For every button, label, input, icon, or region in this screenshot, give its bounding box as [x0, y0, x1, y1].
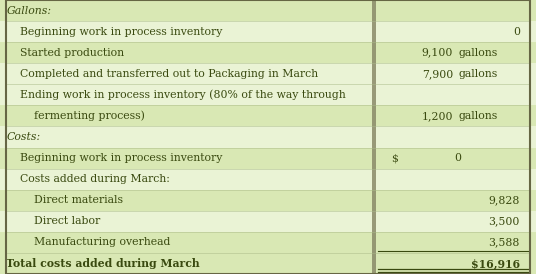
- Text: 9,828: 9,828: [488, 195, 520, 205]
- Bar: [0, 84, 536, 105]
- Bar: [0, 127, 536, 147]
- Text: 3,500: 3,500: [488, 216, 520, 226]
- Text: 0: 0: [513, 27, 520, 37]
- Text: 0: 0: [454, 153, 461, 163]
- Text: Gallons:: Gallons:: [6, 5, 51, 16]
- Text: Direct labor: Direct labor: [6, 216, 101, 226]
- Bar: [0, 169, 536, 190]
- Bar: [0, 232, 536, 253]
- Text: 3,588: 3,588: [488, 237, 520, 247]
- Text: Direct materials: Direct materials: [6, 195, 123, 205]
- Text: 1,200: 1,200: [421, 111, 453, 121]
- Text: Costs added during March:: Costs added during March:: [6, 174, 170, 184]
- Text: gallons: gallons: [458, 111, 497, 121]
- Text: gallons: gallons: [458, 48, 497, 58]
- Bar: [0, 190, 536, 211]
- Text: Costs:: Costs:: [6, 132, 41, 142]
- Bar: [0, 147, 536, 169]
- Bar: [0, 253, 536, 274]
- Text: Ending work in process inventory (80% of the way through: Ending work in process inventory (80% of…: [6, 90, 346, 100]
- Bar: [0, 42, 536, 63]
- Bar: [0, 0, 536, 21]
- Bar: [0, 211, 536, 232]
- Text: Manufacturing overhead: Manufacturing overhead: [6, 237, 171, 247]
- Bar: [0, 21, 536, 42]
- Bar: [0, 105, 536, 127]
- Text: $16,916: $16,916: [471, 258, 520, 269]
- Text: Beginning work in process inventory: Beginning work in process inventory: [6, 27, 223, 37]
- Text: gallons: gallons: [458, 69, 497, 79]
- Text: fermenting process): fermenting process): [6, 111, 145, 121]
- Text: Completed and transferred out to Packaging in March: Completed and transferred out to Packagi…: [6, 69, 318, 79]
- Text: $: $: [391, 153, 398, 163]
- Text: 9,100: 9,100: [421, 48, 453, 58]
- Text: Started production: Started production: [6, 48, 124, 58]
- Text: Beginning work in process inventory: Beginning work in process inventory: [6, 153, 223, 163]
- Text: 7,900: 7,900: [422, 69, 453, 79]
- Text: Total costs added during March: Total costs added during March: [6, 258, 200, 269]
- Bar: [0, 63, 536, 84]
